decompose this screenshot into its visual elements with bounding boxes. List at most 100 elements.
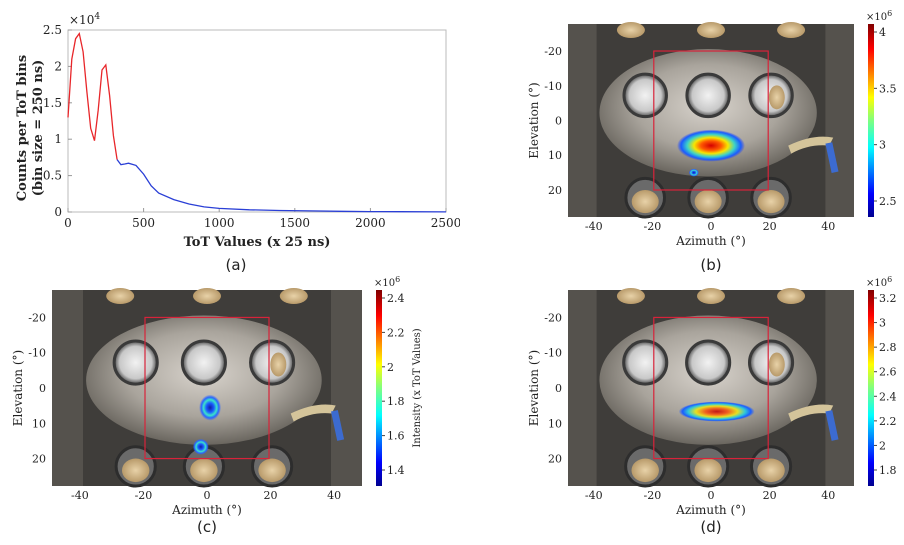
ytick-label: -20 (544, 45, 562, 58)
chart-a-xtick-label: 2000 (355, 216, 386, 230)
chart-a-xtick-label: 1000 (204, 216, 235, 230)
colorbar-exponent: ×106 (866, 9, 892, 23)
chart-a-ylabel-line1: Counts per ToT bins (15, 55, 30, 201)
colorbar-label: Intensity (x ToT Values) (412, 328, 423, 447)
xtick-label: -40 (585, 489, 603, 502)
chart-a-xtick-label: 500 (132, 216, 155, 230)
ytick-label: -10 (544, 347, 562, 360)
ytick-label: 10 (548, 149, 562, 162)
xlabel: Azimuth (°) (675, 234, 746, 248)
ytick-label: -20 (28, 311, 46, 324)
xtick-label: -40 (71, 489, 89, 502)
xtick-label: 20 (763, 220, 777, 233)
xtick-label: 20 (763, 489, 777, 502)
glovebox-port (622, 72, 668, 119)
panel-b: -20 -10 0 10 20 -40 -20 0 20 40 Azimuth (°) Elevati… (470, 0, 904, 275)
chart-a-xtick-label: 0 (64, 216, 72, 230)
chart-a: Counts per ToT bins (bin size = 250 ns) … (15, 12, 460, 274)
chart-a-ytick-label: 1 (54, 132, 62, 146)
radiation-hotspot (677, 129, 745, 162)
chart-a-ytick-label: 0.5 (43, 169, 62, 183)
ytick-label: 0 (555, 382, 562, 395)
chart-a-ytick-label: 1.5 (43, 96, 62, 110)
colorbar (868, 24, 874, 217)
colorbar (376, 290, 382, 486)
colorbar-tick-label: 3.2 (879, 292, 897, 305)
chart-a-xlabel: ToT Values (x 25 ns) (184, 235, 331, 250)
colorbar-tick-label: 4 (879, 26, 886, 39)
caption: (c) (197, 518, 217, 536)
radiation-hotspot (688, 168, 699, 177)
chart-a-ytick-label: 2 (54, 59, 62, 73)
roi-rectangle (653, 316, 769, 460)
ytick-label: 20 (548, 453, 562, 466)
scene-photo (568, 288, 854, 488)
xtick-label: -20 (135, 489, 153, 502)
colorbar-tick-label: 2.5 (879, 195, 897, 208)
caption-a: (a) (226, 256, 247, 274)
xtick-label: -20 (644, 220, 662, 233)
ytick-label: 20 (32, 453, 46, 466)
glovebox-port (622, 339, 669, 386)
ytick-label: 10 (548, 417, 562, 430)
xtick-label: 40 (821, 220, 835, 233)
glovebox-port (180, 339, 227, 386)
caption: (d) (700, 518, 721, 536)
xtick-label: 40 (327, 489, 341, 502)
colorbar-exponent: ×106 (866, 275, 892, 289)
chart-a-exponent: ×104 (69, 12, 100, 27)
colorbar-tick-label: 3.5 (879, 82, 897, 95)
chart-a-ylabel-line2: (bin size = 250 ns) (31, 60, 46, 197)
glovebox-port (112, 339, 159, 386)
colorbar-tick-label: 2.2 (387, 326, 405, 339)
radiation-hotspot (678, 401, 755, 422)
colorbar-tick-label: 2 (387, 361, 394, 374)
chart-a-frame (67, 29, 447, 213)
colorbar-tick-label: 2.4 (387, 292, 405, 305)
heatmap-d: -20 -10 0 10 20 -40 -20 0 20 40 Azimuth (°) Elevati… (527, 275, 897, 536)
panel-d: -20 -10 0 10 20 -40 -20 0 20 40 Azimuth (°) Elevati… (470, 270, 904, 541)
chart-a-series-low (67, 32, 118, 160)
chart-a-ytick-label: 0 (54, 205, 62, 219)
colorbar-tick-label: 2.4 (879, 390, 897, 403)
colorbar-tick-label: 3 (879, 139, 886, 152)
chart-a-xtick-label: 1500 (280, 216, 311, 230)
ytick-label: 20 (548, 184, 562, 197)
ylabel: Elevation (°) (527, 82, 541, 158)
heatmap-c: -20 -10 0 10 20 -40 -20 0 20 40 Azimuth (°) Elevati… (11, 275, 423, 536)
xtick-label: -20 (644, 489, 662, 502)
ytick-label: -10 (28, 347, 46, 360)
ytick-label: 10 (32, 417, 46, 430)
chart-a-xtick-label: 2500 (431, 216, 460, 230)
colorbar-tick-label: 2.8 (879, 341, 897, 354)
roi-rectangle (144, 316, 270, 460)
ytick-label: -20 (544, 311, 562, 324)
ylabel: Elevation (°) (527, 350, 541, 426)
xtick-label: 0 (204, 489, 211, 502)
colorbar (868, 290, 874, 486)
heatmap-b: -20 -10 0 10 20 -40 -20 0 20 40 Azimuth (°) Elevati… (527, 9, 897, 274)
colorbar-tick-label: 2.2 (879, 415, 897, 428)
xtick-label: 0 (708, 220, 715, 233)
colorbar-exponent: ×106 (374, 275, 400, 289)
ylabel: Elevation (°) (11, 350, 25, 426)
glovebox-port (685, 72, 731, 119)
xlabel: Azimuth (°) (171, 503, 242, 517)
ytick-label: 0 (39, 382, 46, 395)
colorbar-tick-label: 1.4 (387, 464, 405, 477)
panel-c: -20 -10 0 10 20 -40 -20 0 20 40 Azimuth (°) Elevati… (0, 270, 440, 541)
colorbar-tick-label: 2.6 (879, 366, 897, 379)
colorbar-tick-label: 3 (879, 317, 886, 330)
radiation-hotspot (199, 394, 222, 421)
colorbar-tick-label: 1.8 (387, 395, 405, 408)
xtick-label: -40 (585, 220, 603, 233)
xtick-label: 0 (708, 489, 715, 502)
xtick-label: 20 (264, 489, 278, 502)
xlabel: Azimuth (°) (675, 503, 746, 517)
ytick-label: -10 (544, 80, 562, 93)
roi-rectangle (653, 50, 769, 191)
ytick-label: 0 (555, 115, 562, 128)
glovebox-port (685, 339, 732, 386)
colorbar-tick-label: 1.8 (879, 464, 897, 477)
colorbar-tick-label: 1.6 (387, 430, 405, 443)
